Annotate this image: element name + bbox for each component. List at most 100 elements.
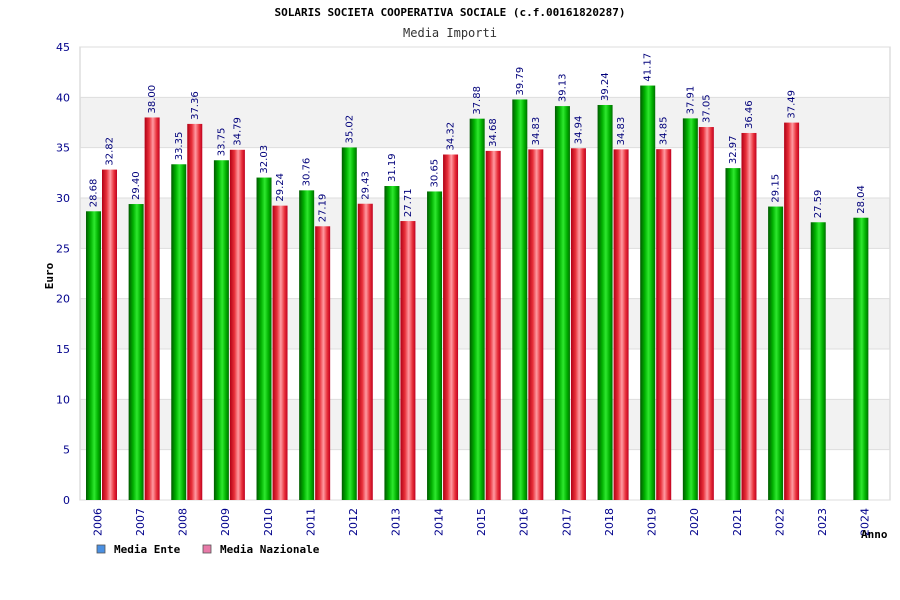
bar-media-ente-2022 (768, 206, 784, 500)
bars (86, 85, 869, 501)
bar-media-nazionale-2022 (784, 122, 800, 500)
bar-media-nazionale-2021 (741, 132, 757, 500)
value-label-media-nazionale-2020: 37.05 (701, 94, 712, 123)
x-tick-label-2021: 2021 (731, 508, 744, 536)
bar-media-ente-2014 (427, 191, 443, 500)
bar-media-nazionale-2007 (144, 117, 160, 500)
bar-media-ente-2018 (597, 104, 613, 500)
y-tick-label: 30 (56, 192, 70, 205)
bar-media-ente-2017 (554, 106, 570, 500)
legend-swatch-media-ente (96, 544, 106, 554)
y-tick-label: 45 (56, 41, 70, 54)
bar-media-nazionale-2017 (570, 148, 586, 500)
value-label-media-ente-2022: 29.15 (771, 174, 782, 203)
x-tick-label-2007: 2007 (134, 508, 147, 536)
x-tick-label-2023: 2023 (816, 508, 829, 536)
bar-media-nazionale-2020 (698, 127, 714, 500)
value-label-media-nazionale-2010: 29.24 (275, 173, 286, 202)
x-tick-label-2019: 2019 (646, 508, 659, 536)
bar-media-ente-2024 (853, 217, 869, 501)
value-label-media-ente-2009: 33.75 (216, 128, 227, 157)
bar-media-nazionale-2014 (443, 154, 459, 500)
y-tick-label: 35 (56, 142, 70, 155)
value-label-media-ente-2024: 28.04 (856, 185, 867, 214)
value-label-media-nazionale-2006: 32.82 (105, 137, 116, 166)
y-tick-label: 5 (63, 444, 70, 457)
x-tick-label-2015: 2015 (475, 508, 488, 536)
value-label-media-nazionale-2012: 29.43 (360, 171, 371, 200)
chart-subtitle: Media Importi (403, 26, 497, 40)
value-label-media-ente-2007: 29.40 (131, 171, 142, 200)
x-axis-label: Anno (861, 528, 888, 541)
value-label-media-ente-2006: 28.68 (89, 179, 100, 208)
x-tick-label-2008: 2008 (177, 508, 190, 536)
value-label-media-ente-2017: 39.13 (557, 73, 568, 102)
value-label-media-ente-2012: 35.02 (344, 115, 355, 144)
bar-media-ente-2010 (256, 177, 272, 500)
y-tick-label: 0 (63, 494, 70, 507)
bar-media-ente-2009 (213, 160, 229, 500)
value-label-media-ente-2021: 32.97 (728, 135, 739, 164)
bar-media-ente-2007 (128, 204, 144, 501)
y-tick-label: 25 (56, 242, 70, 255)
bar-media-nazionale-2006 (102, 169, 117, 500)
x-tick-label-2024: 2024 (859, 508, 872, 536)
x-tick-label-2009: 2009 (219, 508, 232, 536)
value-label-media-nazionale-2013: 27.71 (403, 188, 414, 217)
y-tick-label: 20 (56, 293, 70, 306)
bar-media-nazionale-2016 (528, 149, 544, 501)
bar-media-nazionale-2012 (357, 203, 373, 500)
bar-media-nazionale-2008 (187, 123, 203, 500)
x-tick-label-2022: 2022 (773, 508, 786, 536)
value-label-media-ente-2018: 39.24 (600, 72, 611, 101)
value-label-media-nazionale-2011: 27.19 (318, 194, 329, 223)
bar-media-ente-2013 (384, 186, 400, 500)
x-tick-label-2013: 2013 (390, 508, 403, 536)
bar-media-ente-2021 (725, 168, 741, 501)
value-label-media-ente-2015: 37.88 (472, 86, 483, 115)
value-label-media-nazionale-2018: 34.83 (616, 117, 627, 146)
bar-media-nazionale-2011 (315, 226, 331, 500)
value-label-media-nazionale-2009: 34.79 (232, 117, 243, 146)
value-label-media-nazionale-2022: 37.49 (787, 90, 798, 119)
x-tick-label-2011: 2011 (304, 508, 317, 536)
legend-label-media-nazionale: Media Nazionale (220, 543, 320, 556)
legend-swatch-media-nazionale (202, 544, 212, 554)
y-tick-label: 40 (56, 91, 70, 104)
bar-media-ente-2012 (341, 147, 357, 500)
value-label-media-nazionale-2007: 38.00 (147, 85, 158, 114)
value-label-media-ente-2011: 30.76 (302, 158, 313, 187)
bar-media-nazionale-2019 (656, 149, 672, 500)
x-tick-label-2020: 2020 (688, 508, 701, 536)
value-label-media-nazionale-2019: 34.85 (659, 117, 670, 146)
legend: Media Ente Media Nazionale (96, 543, 320, 556)
y-tick-label: 10 (56, 393, 70, 406)
bar-media-ente-2020 (682, 118, 698, 500)
value-label-media-nazionale-2015: 34.68 (488, 118, 499, 147)
value-label-media-nazionale-2008: 37.36 (190, 91, 201, 120)
y-axis-label: Euro (43, 262, 56, 289)
value-label-media-ente-2010: 32.03 (259, 145, 270, 174)
bar-media-nazionale-2009 (229, 149, 245, 500)
x-axis-ticks: 2006 2007 2008 2009 2010 2011 2012 2013 2014 2015… (91, 508, 871, 536)
value-label-media-ente-2019: 41.17 (643, 53, 654, 82)
bar-media-nazionale-2013 (400, 221, 416, 500)
value-label-media-nazionale-2017: 34.94 (573, 116, 584, 145)
bar-media-ente-2006 (86, 211, 101, 500)
bar-media-ente-2016 (512, 99, 528, 501)
bar-media-ente-2008 (171, 164, 187, 500)
x-tick-label-2014: 2014 (432, 508, 445, 536)
y-axis-ticks: 0 5 10 15 20 25 30 35 40 45 (56, 41, 70, 507)
value-label-media-ente-2016: 39.79 (515, 67, 526, 96)
x-tick-label-2018: 2018 (603, 508, 616, 536)
chart-title: SOLARIS SOCIETA COOPERATIVA SOCIALE (c.f… (275, 6, 626, 19)
value-label-media-nazionale-2016: 34.83 (531, 117, 542, 146)
bar-media-ente-2023 (810, 222, 826, 500)
y-tick-label: 15 (56, 343, 70, 356)
value-label-media-ente-2020: 37.91 (685, 86, 696, 115)
x-tick-label-2012: 2012 (347, 508, 360, 536)
value-labels: 28.68 32.82 29.40 38.00 33.35 37.36 33.75 34.79… (89, 53, 867, 222)
value-label-media-ente-2008: 33.35 (174, 132, 185, 161)
value-label-media-ente-2023: 27.59 (813, 190, 824, 219)
